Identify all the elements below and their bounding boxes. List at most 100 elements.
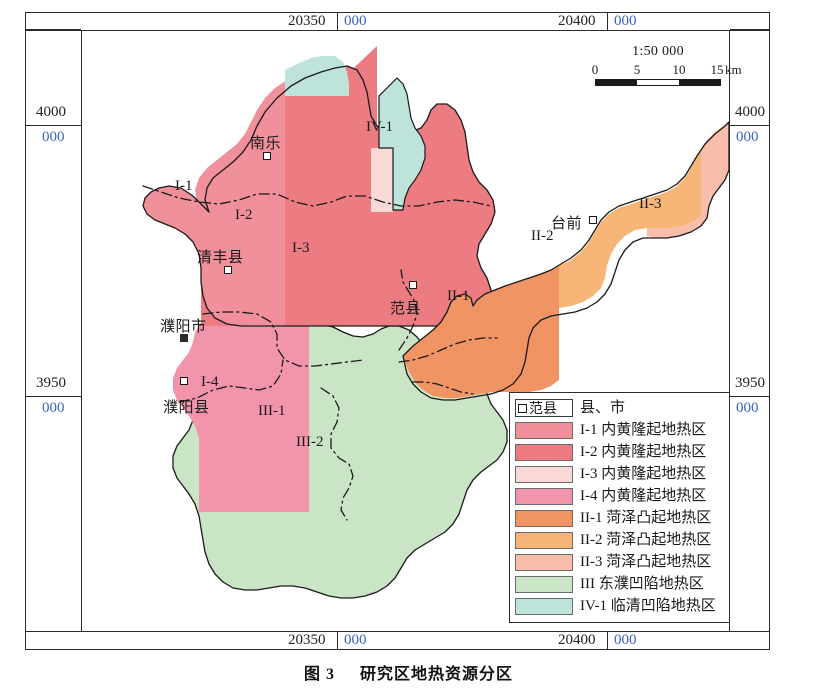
legend-swatch-II-2 — [515, 531, 573, 549]
axis-left-major-2: 3950 — [36, 375, 66, 391]
legend-row-I-2: I-2 内黄隆起地热区 — [515, 441, 724, 463]
city-symbol-fanxian — [409, 281, 417, 289]
axis-bottom-minor-1: 000 — [344, 632, 367, 648]
legend-swatch-I-2 — [515, 443, 573, 461]
map-label-II-2: II-2 — [531, 228, 554, 244]
zone-IV-1-ne-polygon — [378, 77, 426, 211]
city-symbol-qingfeng — [224, 266, 232, 274]
admin-boundary-east-2 — [398, 269, 418, 351]
admin-boundaries — [142, 185, 498, 521]
zone-II-1-fill — [403, 266, 559, 398]
city-label-nanle: 南乐 — [250, 136, 282, 152]
legend-label-III: III 东濮凹陷地热区 — [580, 575, 704, 592]
gutter-line-bottom-right — [730, 631, 770, 633]
map-label-I-3: I-3 — [292, 240, 310, 256]
legend-swatch-II-3 — [515, 553, 573, 571]
map-legend: 范县 县、市 I-1 内黄隆起地热区 I-2 内黄隆起地热区 I-3 内黄隆起地… — [509, 392, 730, 623]
map-label-III-1: III-1 — [258, 403, 286, 419]
axis-top-minor-1: 000 — [344, 13, 367, 29]
axis-right-divider-2 — [730, 396, 770, 398]
zone-east-belt-outline — [402, 121, 730, 401]
map-outer-frame — [25, 12, 770, 650]
legend-row-II-2: II-2 菏泽凸起地热区 — [515, 529, 724, 551]
figure-caption-title: 研究区地热资源分区 — [360, 666, 514, 683]
legend-swatch-II-1 — [515, 509, 573, 527]
legend-city-symbol-box: 范县 — [515, 399, 573, 417]
zone-I-4-clip-outline — [173, 323, 309, 512]
admin-boundary-central — [320, 387, 354, 521]
legend-row-III: III 东濮凹陷地热区 — [515, 573, 724, 595]
map-label-I-4: I-4 — [201, 374, 219, 390]
legend-label-I-1: I-1 内黄隆起地热区 — [580, 421, 707, 438]
city-symbol-puyang-city — [180, 334, 188, 342]
gutter-line-bottom — [25, 631, 81, 633]
axis-bottom-tick-2 — [607, 631, 609, 649]
legend-swatch-I-4 — [515, 487, 573, 505]
city-label-puyang-county: 濮阳县 — [163, 400, 210, 416]
axis-top-major-2: 20400 — [558, 13, 596, 29]
city-label-puyang-city: 濮阳市 — [160, 319, 207, 335]
legend-swatch-I-3 — [515, 465, 573, 483]
axis-right-major-2: 3950 — [735, 375, 765, 391]
map-label-III-2: III-2 — [296, 434, 324, 450]
scale-ratio: 1:50 000 — [632, 44, 684, 59]
legend-row-I-4: I-4 内黄隆起地热区 — [515, 485, 724, 507]
city-symbol-puyang-county — [180, 377, 188, 385]
axis-bottom-major-2: 20400 — [558, 632, 596, 648]
figure-caption-spacer — [340, 666, 355, 683]
axis-right-major-1: 4000 — [735, 104, 765, 120]
axis-right-minor-2: 000 — [736, 400, 759, 416]
city-label-taiqian: 台前 — [551, 216, 583, 232]
legend-swatch-I-1 — [515, 421, 573, 439]
legend-row-IV-1: IV-1 临清凹陷地热区 — [515, 595, 724, 617]
map-label-II-3: II-3 — [639, 196, 662, 212]
admin-boundary-east-1 — [398, 337, 498, 363]
legend-row-II-1: II-1 菏泽凸起地热区 — [515, 507, 724, 529]
map-label-I-2: I-2 — [235, 207, 253, 223]
legend-city-symbol-label: 范县 — [529, 402, 557, 417]
figure-caption-number: 图 3 — [303, 666, 335, 683]
legend-label-IV-1: IV-1 临清凹陷地热区 — [580, 597, 716, 614]
zone-east-belt-group — [402, 121, 730, 401]
city-label-fanxian: 范县 — [390, 301, 422, 317]
map-label-IV-1: IV-1 — [366, 119, 393, 135]
zone-northwest-group — [142, 56, 496, 327]
legend-row-I-1: I-1 内黄隆起地热区 — [515, 419, 724, 441]
scale-tick-labels: 0 5 10 15 km — [592, 62, 742, 78]
legend-swatch-III — [515, 575, 573, 593]
zone-I-3-fill — [371, 148, 393, 212]
scale-bar-graphic — [595, 79, 721, 86]
axis-top-tick-2 — [607, 12, 609, 30]
legend-label-II-3: II-3 菏泽凸起地热区 — [580, 553, 712, 570]
legend-city-text: 县、市 — [580, 399, 626, 416]
gutter-line-top — [25, 29, 81, 31]
axis-left-divider-2 — [25, 396, 81, 398]
scale-unit: km — [725, 62, 742, 77]
zone-II-2-fill — [559, 150, 701, 380]
scale-segment-1 — [596, 80, 638, 85]
county-square-icon — [518, 403, 527, 413]
city-label-qingfeng: 清丰县 — [197, 250, 244, 266]
axis-left-minor-1: 000 — [42, 129, 65, 145]
scale-segment-3 — [678, 80, 720, 85]
legend-row-II-3: II-3 菏泽凸起地热区 — [515, 551, 724, 573]
scale-bar: 1:50 000 0 5 10 15 km — [588, 44, 742, 86]
admin-boundary-north — [142, 185, 492, 207]
scale-tick-15: 15 — [710, 62, 724, 77]
axis-left-minor-2: 000 — [42, 400, 65, 416]
zone-IV-1-north-fill — [285, 56, 349, 96]
axis-top-minor-2: 000 — [614, 13, 637, 29]
axis-top-major-1: 20350 — [288, 13, 326, 29]
legend-label-II-2: II-2 菏泽凸起地热区 — [580, 531, 712, 548]
gutter-line-top-right — [730, 29, 770, 31]
axis-top-tick-1 — [337, 12, 339, 30]
scale-tick-10: 10 — [672, 62, 686, 77]
legend-row-city: 范县 县、市 — [515, 397, 724, 419]
admin-boundary-qingfeng-south — [202, 311, 364, 367]
scale-tick-5: 5 — [633, 62, 641, 77]
axis-right-minor-1: 000 — [736, 129, 759, 145]
admin-boundary-puyang — [178, 359, 284, 403]
admin-boundary-east-3 — [412, 381, 474, 395]
axis-right-divider-1 — [730, 125, 770, 127]
